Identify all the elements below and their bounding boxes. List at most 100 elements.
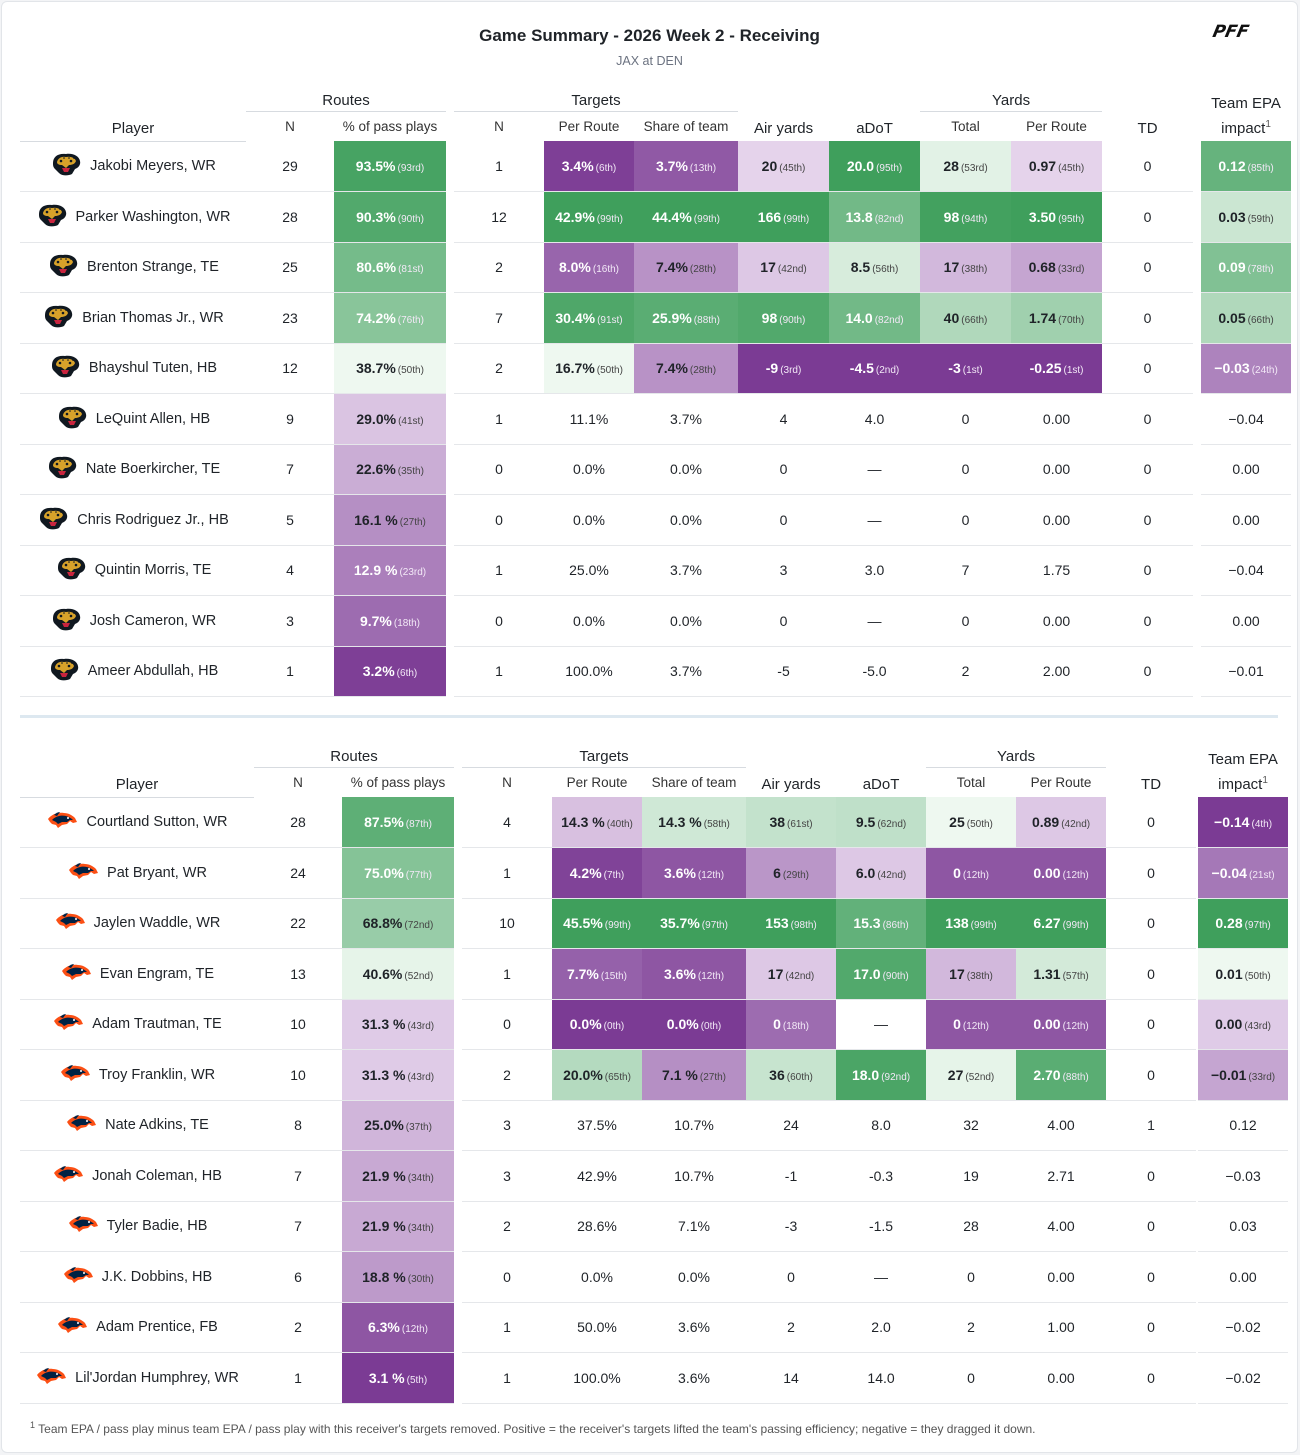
team-epa-cell: −0.04 (21st): [1198, 847, 1289, 899]
targets-n-cell: 1: [454, 545, 544, 596]
yards-total-cell: 138 (99th): [926, 898, 1017, 949]
routes-pct-cell: 93.5% (93rd): [334, 141, 446, 192]
air-yards-cell-value: 2: [787, 1319, 795, 1336]
td-cell: 0: [1106, 1201, 1197, 1252]
adot-cell-value: —: [874, 1016, 889, 1033]
targets-per-route-cell: 0.0%: [544, 595, 634, 647]
col-group-routes: Routes: [246, 80, 446, 112]
adot-cell-percentile: (92nd): [881, 1071, 911, 1083]
routes-pct-cell-percentile: (34th): [407, 1223, 434, 1235]
target-share-cell: 3.6%: [642, 1302, 747, 1353]
adot-cell: 14.0: [836, 1352, 927, 1404]
player-name: Quintin Morris, TE: [94, 562, 212, 579]
jaguar-head-icon: [56, 404, 88, 434]
col-group-targets: Targets: [462, 736, 747, 768]
targets-per-route-cell: 20.0% (65th): [552, 1049, 642, 1101]
routes-pct-cell: 3.2% (6th): [334, 646, 446, 697]
air-yards-cell-value: 166: [757, 208, 782, 225]
target-share-cell-value: 35.7%: [660, 915, 700, 932]
targets-per-route-cell: 42.9% (99th): [544, 191, 634, 243]
air-yards-cell-percentile: (42nd): [777, 264, 807, 276]
targets-per-route-cell-percentile: (16th): [592, 264, 620, 276]
yards-total-cell-percentile: (99th): [970, 920, 997, 932]
target-share-cell-value: 25.9%: [652, 309, 692, 326]
routes-n-cell: 29: [246, 141, 334, 192]
td-cell: 0: [1106, 1302, 1197, 1353]
air-yards-cell-percentile: (99th): [783, 213, 810, 225]
player-cell: Courtland Sutton, WR: [20, 797, 254, 848]
routes-pct-cell: 3.1 % (5th): [342, 1352, 454, 1404]
player-name: Jonah Coleman, HB: [92, 1167, 222, 1184]
team-epa-cell: 0.00 (43rd): [1198, 999, 1289, 1050]
player-name: Jakobi Meyers, WR: [90, 158, 216, 175]
yards-per-route-cell-percentile: (95th): [1058, 213, 1085, 225]
target-share-cell-percentile: (13th): [689, 163, 717, 174]
yards-per-route-cell-value: 0.00: [1042, 410, 1071, 427]
yards-total-cell: 2: [920, 646, 1012, 697]
adot-cell-value: —: [874, 1268, 889, 1285]
yards-per-route-cell-value: 2.71: [1047, 1167, 1075, 1184]
team-epa-cell-percentile: (33rd): [1248, 1071, 1276, 1083]
team-epa-cell: 0.03 (59th): [1201, 191, 1292, 243]
bronco-head-icon: [35, 1366, 67, 1390]
yards-per-route-cell-value: 1.75: [1042, 562, 1071, 579]
team-epa-cell-value: 0.09: [1218, 259, 1246, 276]
routes-pct-cell-percentile: (23rd): [399, 567, 427, 579]
targets-n-cell: 0: [454, 444, 544, 495]
col-header-share: Share of team: [643, 118, 729, 134]
player-cell: Jaylen Waddle, WR: [20, 898, 254, 949]
air-yards-cell: -3: [746, 1201, 837, 1252]
adot-cell: 8.0: [836, 1100, 927, 1151]
targets-per-route-cell-percentile: (91st): [597, 314, 623, 326]
yards-total-cell-value: 27: [947, 1066, 964, 1083]
targets-per-route-cell-value: 3.4%: [561, 158, 594, 174]
bronco-head-icon: [54, 911, 86, 935]
routes-pct-cell: 40.6% (52nd): [342, 948, 454, 1000]
player-cell: Chris Rodriguez Jr., HB: [20, 494, 246, 546]
table-row: Brenton Strange, TE 25 80.6% (81st) 2 8.0% (16…: [20, 242, 1292, 293]
adot-cell: 17.0 (90th): [836, 948, 927, 1000]
epa-header-line2: impact: [1218, 776, 1263, 793]
targets-n-cell: 2: [454, 242, 544, 293]
targets-n-cell: 1: [462, 1302, 552, 1353]
col-group-yards: Yards: [926, 736, 1107, 768]
bronco-head-icon: [56, 1315, 88, 1339]
yards-per-route-cell: 2.00: [1011, 646, 1103, 697]
air-yards-cell-percentile: (3rd): [780, 365, 802, 377]
adot-cell-value: 4.0: [864, 410, 885, 427]
col-header-team-epa: Team EPA impact1: [1198, 736, 1288, 797]
routes-pct-cell: 90.3% (90th): [334, 191, 446, 243]
player-name: Adam Trautman, TE: [92, 1016, 222, 1033]
col-header-player: Player: [20, 736, 254, 798]
routes-pct-cell: 6.3% (12th): [342, 1302, 454, 1353]
player-cell: Brenton Strange, TE: [20, 242, 246, 293]
routes-pct-cell-value: 9.7%: [359, 612, 392, 629]
air-yards-cell-value: 0: [779, 612, 788, 629]
routes-pct-cell-value: 3.2%: [362, 663, 395, 680]
routes-pct-cell: 16.1 % (27th): [334, 494, 446, 546]
targets-per-route-cell-value: 50.0%: [577, 1319, 617, 1336]
yards-total-cell: 98 (94th): [920, 191, 1012, 243]
adot-cell-percentile: (86th): [882, 920, 909, 932]
team-epa-cell: 0.12 (85th): [1201, 141, 1292, 192]
jaguar-head-icon: [36, 202, 68, 232]
routes-n-cell: 12: [246, 343, 334, 394]
player-name: J.K. Dobbins, HB: [101, 1268, 213, 1285]
col-header-per-route: Per Route: [558, 118, 620, 134]
col-header-yards-total: Total: [956, 774, 986, 790]
routes-pct-cell: 31.3 % (43rd): [342, 1049, 454, 1101]
target-share-cell-value: 14.3 %: [658, 814, 702, 830]
player-cell: Evan Engram, TE: [20, 948, 254, 1000]
routes-n-cell: 10: [254, 999, 342, 1050]
target-share-cell-value: 3.6%: [678, 1369, 710, 1386]
target-share-cell-percentile: (99th): [693, 213, 720, 225]
yards-per-route-cell-percentile: (57th): [1062, 970, 1089, 982]
routes-n-cell: 4: [246, 545, 334, 596]
routes-pct-cell-value: 74.2%: [356, 309, 396, 326]
bronco-head-icon: [62, 1265, 94, 1289]
target-share-cell-value: 7.4%: [655, 259, 688, 276]
player-cell: Troy Franklin, WR: [20, 1049, 254, 1101]
targets-per-route-cell-value: 45.5%: [563, 915, 603, 932]
yards-per-route-cell: 1.74 (70th): [1011, 292, 1103, 344]
player-cell: Brian Thomas Jr., WR: [20, 292, 246, 344]
